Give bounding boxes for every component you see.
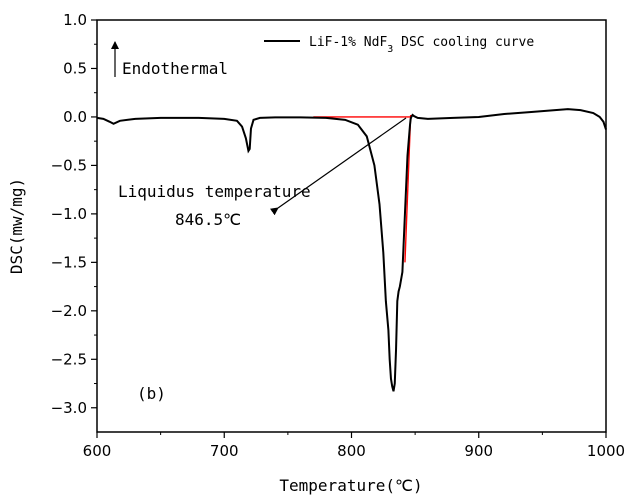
x-tick-label-700: 700 [210, 442, 239, 460]
axis-tick-labels: 600 700 800 900 1000 1.0 0.5 0.0 −0.5 −1.0 −1.5 −2.… [51, 11, 626, 460]
x-tick-label-600: 600 [83, 442, 112, 460]
legend-entry: LiF-1% NdF3 DSC cooling curve [309, 35, 534, 55]
liquidus-label: Liquidus temperature [118, 182, 311, 201]
x-tick-label-1000: 1000 [587, 442, 625, 460]
y-tick-label: −3.0 [51, 399, 87, 417]
x-axis-title: Temperature(℃) [279, 476, 422, 495]
legend: LiF-1% NdF3 DSC cooling curve [264, 35, 534, 55]
x-tick-label-900: 900 [464, 442, 493, 460]
y-tick-label: −1.0 [51, 205, 87, 223]
tangent-lines [313, 114, 412, 263]
axis-ticks [91, 19, 607, 438]
x-tick-label-800: 800 [337, 442, 366, 460]
y-tick-label: −1.5 [51, 253, 87, 271]
liquidus-value: 846.5℃ [175, 210, 241, 229]
y-tick-label: 0.0 [63, 108, 87, 126]
panel-label: (b) [137, 384, 166, 403]
plot-frame [96, 19, 607, 433]
series-line-dsc-cooling [96, 108, 607, 392]
liquidus-arrow [269, 117, 407, 216]
y-tick-label: 1.0 [63, 11, 87, 29]
y-tick-label: 0.5 [63, 59, 87, 77]
y-tick-label: −0.5 [51, 156, 87, 174]
y-tick-label: −2.5 [51, 350, 87, 368]
y-tick-label: −2.0 [51, 302, 87, 320]
endothermal-label: Endothermal [122, 59, 228, 78]
y-axis-title: DSC(mw/mg) [7, 178, 26, 274]
